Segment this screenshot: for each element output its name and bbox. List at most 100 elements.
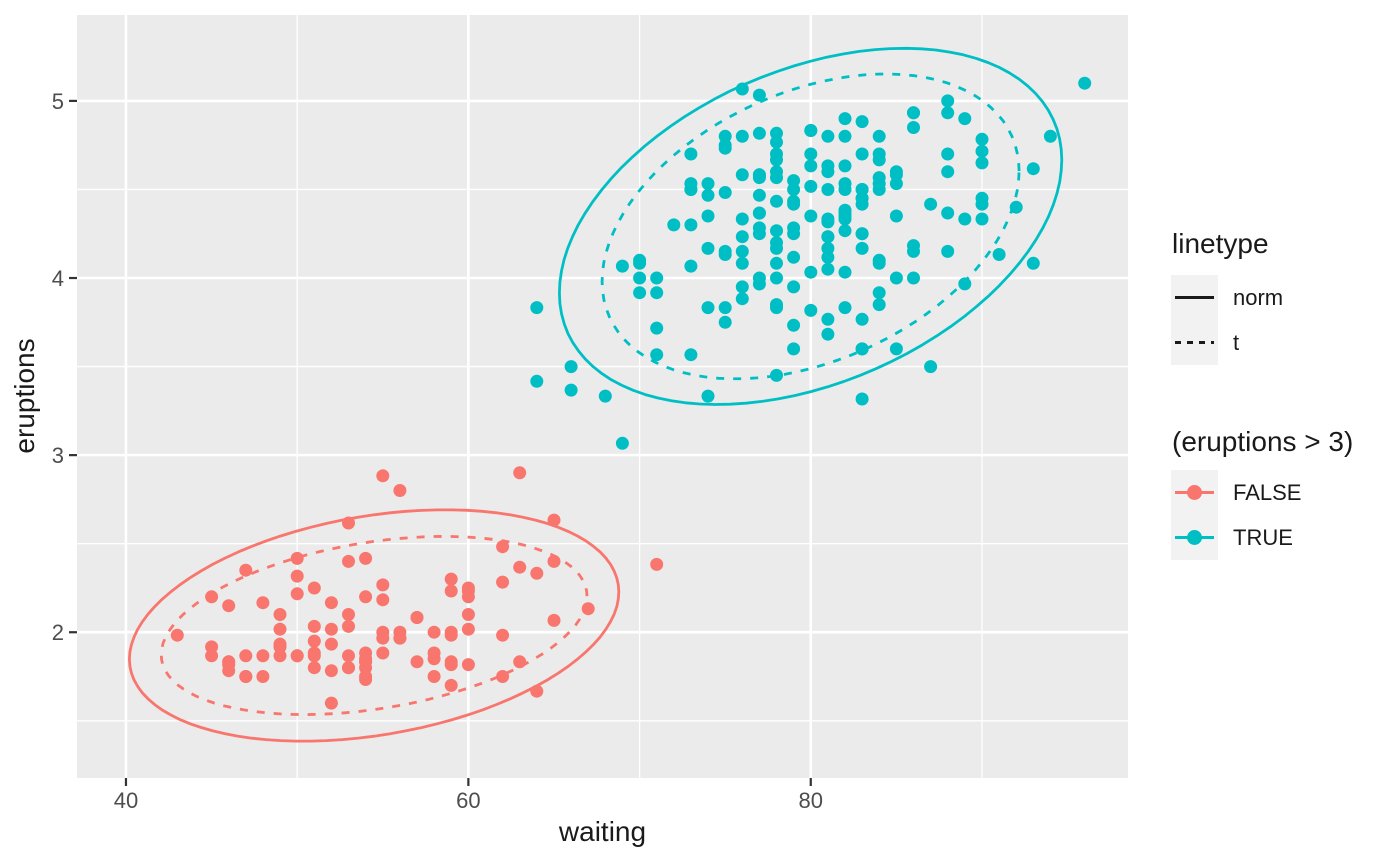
data-point-TRUE	[530, 301, 544, 315]
data-point-FALSE	[239, 670, 253, 683]
data-point-TRUE	[735, 212, 749, 226]
data-point-TRUE	[735, 280, 749, 294]
data-point-FALSE	[427, 670, 441, 683]
data-point-FALSE	[290, 551, 304, 565]
data-point-FALSE	[222, 658, 236, 672]
data-point-TRUE	[838, 206, 852, 220]
data-point-TRUE	[752, 126, 766, 140]
data-point-TRUE	[684, 218, 698, 232]
true-key-swatch	[1171, 515, 1218, 560]
data-point-FALSE	[410, 611, 424, 624]
data-point-TRUE	[804, 209, 818, 223]
ellipse-norm-TRUE	[558, 46, 1064, 406]
data-point-TRUE	[770, 241, 783, 255]
data-point-TRUE	[701, 188, 715, 202]
data-point-TRUE	[821, 183, 835, 196]
data-point-FALSE	[256, 649, 270, 663]
data-point-TRUE	[770, 224, 783, 238]
data-point-TRUE	[770, 165, 783, 179]
data-point-TRUE	[701, 389, 715, 403]
data-point-TRUE	[564, 383, 578, 397]
data-point-TRUE	[855, 115, 869, 129]
ellipse-t-TRUE	[600, 72, 1021, 381]
data-point-TRUE	[855, 227, 869, 241]
data-point-TRUE	[787, 174, 801, 188]
data-point-FALSE	[324, 664, 338, 678]
data-point-TRUE	[684, 348, 698, 362]
data-point-TRUE	[907, 106, 920, 120]
data-point-TRUE	[752, 221, 766, 235]
data-point-TRUE	[958, 112, 972, 126]
legend-label-norm: norm	[1233, 284, 1284, 310]
t-key-swatch	[1171, 320, 1218, 365]
solid-line-icon	[1175, 296, 1214, 299]
y-axis-title: eruptions	[9, 338, 40, 454]
legend-label-true: TRUE	[1233, 524, 1293, 550]
data-point-TRUE	[889, 168, 903, 182]
data-point-TRUE	[992, 248, 1006, 261]
data-point-FALSE	[307, 634, 321, 648]
data-point-TRUE	[650, 286, 664, 300]
data-point-FALSE	[307, 661, 321, 675]
data-point-TRUE	[855, 312, 869, 326]
data-point-TRUE	[1026, 162, 1040, 176]
data-point-TRUE	[872, 298, 886, 312]
data-point-TRUE	[735, 168, 749, 182]
data-point-TRUE	[855, 241, 869, 255]
data-point-TRUE	[804, 303, 818, 317]
ellipse-t-FALSE	[159, 535, 589, 716]
data-point-TRUE	[1026, 256, 1040, 270]
legend-item-norm: norm	[1171, 275, 1283, 320]
data-point-FALSE	[256, 596, 270, 610]
data-point-TRUE	[735, 230, 749, 244]
data-point-TRUE	[855, 147, 869, 161]
data-point-FALSE	[205, 640, 219, 654]
legend-label-false: FALSE	[1233, 479, 1302, 505]
data-point-TRUE	[838, 177, 852, 191]
data-point-TRUE	[1043, 129, 1057, 143]
data-point-TRUE	[770, 256, 783, 270]
data-point-FALSE	[205, 590, 219, 604]
data-point-TRUE	[770, 194, 783, 208]
data-point-TRUE	[941, 106, 955, 120]
y-tick-label-4: 4	[52, 266, 64, 291]
legend-item-true: TRUE	[1171, 515, 1293, 560]
x-tick-label-80: 80	[799, 788, 823, 813]
data-point-FALSE	[444, 584, 458, 598]
data-point-TRUE	[650, 321, 664, 335]
data-point-TRUE	[838, 129, 852, 143]
data-point-TRUE	[770, 153, 783, 167]
data-point-TRUE	[804, 159, 818, 173]
data-point-TRUE	[804, 179, 818, 193]
data-point-TRUE	[838, 112, 852, 126]
data-point-FALSE	[393, 484, 407, 497]
data-point-FALSE	[461, 658, 475, 672]
data-point-TRUE	[530, 374, 544, 388]
data-point-TRUE	[872, 147, 886, 161]
data-point-TRUE	[718, 138, 732, 152]
data-point-TRUE	[821, 165, 835, 179]
data-point-TRUE	[735, 244, 749, 258]
data-point-TRUE	[941, 94, 955, 108]
data-point-TRUE	[924, 360, 938, 374]
data-point-FALSE	[513, 560, 527, 574]
data-point-TRUE	[941, 206, 955, 220]
data-point-TRUE	[838, 301, 852, 315]
legend-label-t: t	[1233, 329, 1240, 355]
data-point-FALSE	[359, 590, 373, 604]
norm-key-swatch	[1171, 275, 1218, 320]
data-point-TRUE	[907, 239, 920, 253]
data-point-TRUE	[975, 156, 989, 170]
group-legend-title: (eruptions > 3)	[1172, 426, 1354, 457]
data-point-TRUE	[770, 368, 783, 382]
data-point-TRUE	[615, 259, 629, 273]
data-point-FALSE	[444, 678, 458, 692]
data-point-FALSE	[427, 652, 441, 666]
false-point-icon	[1187, 485, 1202, 500]
data-point-TRUE	[907, 121, 920, 134]
data-point-TRUE	[889, 271, 903, 285]
data-point-FALSE	[410, 655, 424, 669]
data-point-FALSE	[273, 608, 287, 621]
data-point-TRUE	[804, 147, 818, 161]
